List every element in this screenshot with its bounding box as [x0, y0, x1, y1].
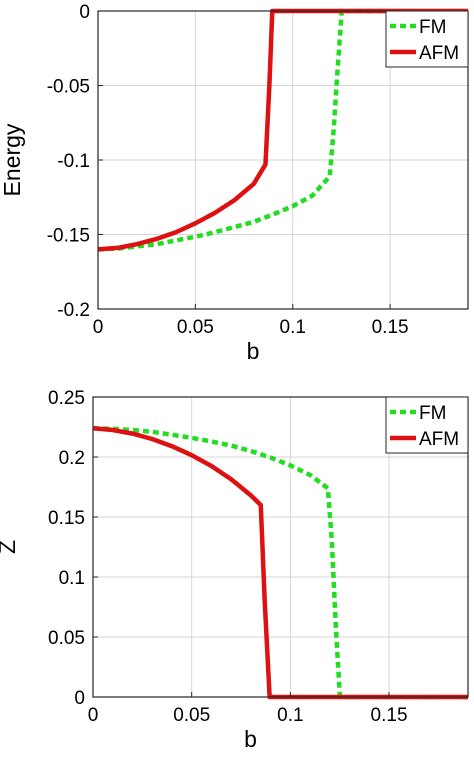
chart1-legend-box [385, 396, 469, 454]
chart0-series-afm [97, 8, 468, 252]
chart1-legend-label-afm: AFM [419, 429, 459, 450]
chart0-y-tick-label-3: -0.15 [47, 226, 90, 247]
chart1-x-tick-label-1: 0.05 [173, 705, 210, 726]
chart0-legend-label-fm: FM [419, 17, 446, 38]
chart1-x-axis-label: b [244, 726, 257, 752]
chart0-y-tick-label-2: -0.1 [57, 151, 90, 172]
energy-plot: 0 0.05 0.1 0.15 0 -0.05 -0.1 -0.15 -0.2 b Energy FM… [0, 2, 469, 364]
chart1-y-tick-label-3: 0.15 [48, 508, 85, 529]
chart1-y-tick-label-5: 0.25 [48, 388, 85, 409]
chart0-x-tick-label-3: 0.15 [372, 317, 409, 338]
chart1-x-tick-label-2: 0.1 [277, 705, 303, 726]
chart0-x-tick-label-0: 0 [93, 317, 104, 338]
chart0-y-tick-label-0: 0 [79, 2, 90, 23]
chart1-x-tick-label-3: 0.15 [371, 705, 408, 726]
chart1-series-afm [92, 425, 468, 700]
chart1-y-tick-label-2: 0.1 [59, 568, 85, 589]
chart1-series-fm [92, 425, 468, 700]
chart0-legend-label-afm: AFM [419, 43, 459, 64]
chart1-y-tick-label-4: 0.2 [59, 448, 85, 469]
chart1-y-tick-label-1: 0.05 [48, 628, 85, 649]
chart1-y-axis-label: Z [0, 540, 20, 554]
chart0-y-axis-label: Energy [0, 123, 25, 196]
chart1-y-tick-label-0: 0 [74, 688, 85, 709]
chart0-x-axis-label: b [247, 338, 260, 364]
chart0-y-tick-label-1: -0.05 [47, 77, 90, 98]
chart0-legend-box [385, 10, 469, 68]
chart0-series-fm [97, 8, 468, 252]
chart0-y-tick-label-4: -0.2 [57, 300, 90, 321]
chart1-legend-label-fm: FM [419, 403, 446, 424]
chart1-axes-frame [92, 396, 469, 698]
chart0-x-tick-label-2: 0.1 [280, 317, 306, 338]
chart1-x-tick-label-0: 0 [88, 705, 99, 726]
z-plot: 0 0.05 0.1 0.15 0 0.05 0.1 0.15 0.2 0.25 b Z FM AFM [0, 388, 469, 752]
chart0-x-tick-label-1: 0.05 [177, 317, 214, 338]
